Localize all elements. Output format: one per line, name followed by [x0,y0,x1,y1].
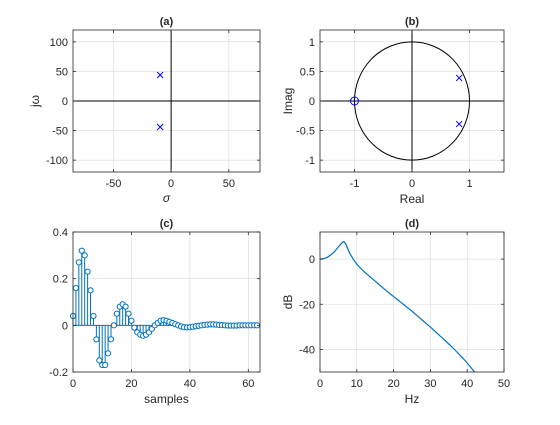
panel-a-pole-marker [156,71,164,79]
panel-c-stem-marker [93,336,100,343]
panel-b-xlabel: Real [400,192,425,206]
panel-b-unit-circle [354,41,470,161]
panel-b-ytick-label: 1 [309,37,315,49]
panel-b-ytick-label: -0.5 [296,126,315,138]
panel-c-stem-marker [113,310,120,317]
panel-c-ytick-label: -0.2 [49,367,68,379]
panel-c-ytick-label: 0.2 [53,274,68,286]
panel-b-pole-marker [455,74,463,82]
panel-c-stem-marker [72,284,80,292]
panel-d-axes-frame [319,231,505,373]
panel-c-stem-marker [84,268,91,275]
panel-c-stem-marker [107,336,115,343]
panel-d-series-line [319,240,476,373]
panel-c-plot-area [73,232,260,372]
panel-c-stem-marker [122,303,129,310]
panel-b-xtick-label: 0 [409,178,415,190]
panel-c [69,231,261,373]
panel-d-ytick-label: -20 [299,299,315,311]
panel-b-xtick-label: -1 [350,178,360,190]
panel-d-ytick-label: -40 [299,344,315,356]
panel-c-stem-marker [78,247,85,254]
panel-c-xlabel: samples [144,392,189,406]
panel-c-stem-marker [110,322,118,329]
panel-b-ytick-label: -1 [305,155,315,167]
panel-b-ytick-label: 0 [309,96,315,108]
panel-a-xlabel: σ [163,191,171,205]
panel-a-ytick-label: 100 [50,37,68,49]
panel-a-ytick-label: -50 [52,126,68,138]
panel-b-zero-marker [350,96,359,106]
panel-d-xtick-label: 40 [461,378,473,390]
panel-b-ylabel: Imag [281,88,295,115]
panel-a-pole-marker [156,123,164,131]
panel-b-xtick-label: 1 [466,178,472,190]
panel-a-xtick-label: -50 [105,178,121,190]
panel-d-xlabel: Hz [405,392,420,406]
panel-b-title: (b) [405,16,419,28]
panel-a-xtick-label: 0 [168,178,174,190]
panel-c-stem-marker [90,312,97,320]
panel-d-xtick-label: 30 [424,378,436,390]
panel-c-stem-marker [128,317,135,324]
panel-c-xtick-label: 40 [184,378,196,390]
panel-c-xtick-label: 20 [125,378,137,390]
panel-d-ylabel: dB [281,295,295,310]
panel-a-ylabel: jω [28,95,42,108]
panel-d-xtick-label: 0 [317,378,323,390]
panel-a-ytick-label: 50 [56,66,68,78]
panel-d-plot-area [320,232,504,372]
panel-c-stem-marker [102,361,109,369]
panel-c-ytick-label: 0.4 [53,227,68,239]
panel-b [319,29,505,173]
panel-d-xtick-label: 20 [387,378,399,390]
panel-c-stem-marker [125,310,132,317]
panel-d-xtick-label: 50 [498,378,510,390]
panel-a-title: (a) [160,16,174,28]
panel-a [72,29,261,173]
panel-c-stem-marker [87,287,94,294]
panel-c-xtick-label: 0 [70,378,76,390]
panel-c-ytick-label: 0 [62,320,68,332]
panel-c-stem-marker [104,350,112,357]
panel-c-axes-frame [72,231,261,373]
panel-d-ytick-label: 0 [309,254,315,266]
panel-c-xtick-label: 60 [242,378,254,390]
panel-c-stem-marker [75,259,82,266]
panel-a-ytick-label: -100 [46,155,68,167]
panel-b-ytick-label: 0.5 [300,66,315,78]
panel-d [319,231,505,373]
panel-d-xtick-label: 10 [351,378,363,390]
panel-c-title: (c) [160,218,174,230]
panel-d-title: (d) [405,218,419,230]
panel-b-pole-marker [455,120,463,128]
panel-a-ytick-label: 0 [62,96,68,108]
panel-c-stem-marker [81,252,88,259]
panel-a-xtick-label: 50 [223,178,235,190]
